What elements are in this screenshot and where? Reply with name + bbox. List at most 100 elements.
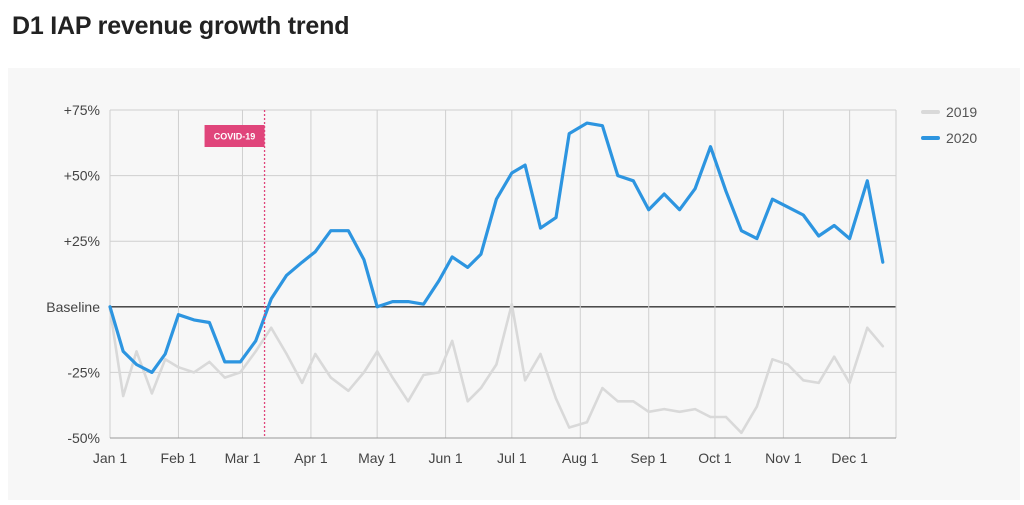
data-point-2019 [771,358,774,361]
data-point-2020 [177,313,180,316]
data-point-2020 [755,237,759,240]
data-point-2019 [192,371,196,374]
data-point-2020 [678,208,681,211]
data-point-2019 [678,410,681,413]
y-tick-label: +50% [64,168,100,184]
data-point-2020 [285,274,288,277]
data-point-2019 [208,360,211,364]
data-point-2020 [693,187,697,190]
data-point-2020 [347,229,350,232]
data-point-2019 [693,407,697,411]
data-point-2019 [724,415,728,419]
data-point-2020 [601,124,604,127]
data-point-2019 [568,426,571,429]
data-point-2020 [391,300,394,303]
data-point-2020 [466,266,469,269]
data-point-2019 [362,371,366,374]
data-point-2019 [239,371,242,374]
x-tick-label: Dec 1 [831,450,868,466]
x-tick-label: May 1 [358,450,396,466]
covid-label-box [204,125,265,147]
data-point-2020 [740,229,743,232]
data-point-2019 [848,381,851,385]
data-point-2019 [177,366,180,369]
x-tick-label: Jun 1 [428,450,462,466]
page-title: D1 IAP revenue growth trend [12,12,350,40]
legend-label-2019: 2019 [946,104,977,120]
data-point-2019 [223,376,226,379]
data-point-2019 [647,410,650,413]
data-point-2020 [422,303,425,306]
data-point-2020 [270,297,273,301]
line-chart: +75% +50% +25% Baseline -25% -50% Jan 1 Feb 1 Ma… [46,102,977,466]
data-point-2019 [135,350,138,353]
data-point-2019 [164,358,167,361]
data-point-2020 [585,121,589,125]
x-tick-label: Oct 1 [698,450,732,466]
data-point-2020 [568,132,571,135]
data-point-2019 [817,381,820,385]
x-tick-label: Nov 1 [765,450,802,466]
data-point-2020 [771,198,774,201]
data-point-2020 [451,255,454,259]
data-point-2020 [122,350,125,353]
data-point-2020 [239,360,242,364]
chart-panel: +75% +50% +25% Baseline -25% -50% Jan 1 Feb 1 Ma… [8,68,1020,500]
series-line-2019 [108,302,885,435]
data-point-2019 [406,400,410,403]
y-tick-label: Baseline [46,299,100,315]
data-point-2020 [866,179,869,182]
data-point-2019 [663,407,666,411]
covid-label: COVID-19 [214,132,256,142]
x-tick-label: Mar 1 [225,450,261,466]
data-point-2019 [150,392,154,395]
data-point-2020 [135,363,138,366]
x-tick-label: Sep 1 [630,450,667,466]
data-point-2019 [554,397,558,400]
data-point-2019 [347,389,350,392]
data-point-2020 [663,192,666,196]
data-point-2019 [391,376,394,379]
data-point-2019 [451,339,454,343]
data-point-2020 [150,371,154,374]
data-point-2019 [376,350,379,353]
data-point-2020 [362,258,366,261]
data-point-2020 [632,179,635,182]
series-layer [108,121,885,435]
data-point-2020 [108,305,112,308]
data-point-2020 [510,171,513,175]
data-point-2020 [208,321,211,324]
data-point-2020 [786,205,789,209]
data-point-2019 [285,352,288,356]
data-point-2019 [329,376,332,379]
data-point-2019 [740,431,743,434]
data-point-2020 [647,208,650,211]
data-point-2019 [632,400,635,403]
x-tick-label: Jan 1 [93,450,127,466]
data-point-2019 [833,355,836,358]
data-point-2020 [406,300,410,303]
data-point-2019 [270,326,273,329]
data-point-2020 [724,190,728,193]
data-point-2020 [817,234,820,238]
data-point-2019 [479,386,483,390]
data-point-2019 [422,373,425,377]
data-point-2019 [510,303,513,306]
data-point-2020 [523,163,527,167]
x-tick-label: Apr 1 [294,450,328,466]
data-point-2020 [437,279,441,282]
data-point-2019 [466,400,469,403]
data-point-2020 [376,305,379,308]
legend: 2019 2020 [921,104,977,146]
data-point-2020 [833,224,836,227]
y-tick-label: -50% [67,430,100,446]
data-point-2020 [554,216,558,219]
series-line-2020 [108,121,885,374]
data-point-2019 [300,381,304,385]
x-tick-label: Feb 1 [161,450,197,466]
data-point-2020 [848,237,851,240]
data-point-2019 [755,405,759,408]
data-point-2020 [616,174,619,177]
data-point-2019 [585,421,589,424]
y-tick-label: +25% [64,233,100,249]
